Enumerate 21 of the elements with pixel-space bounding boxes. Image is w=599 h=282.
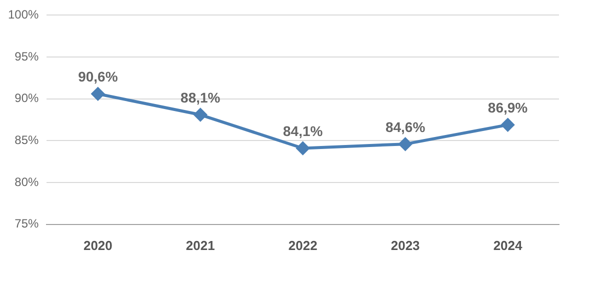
point	[296, 142, 310, 155]
point	[91, 87, 104, 100]
x-tick-label: 2022	[288, 238, 318, 253]
x-tick-label: 2024	[493, 238, 523, 253]
y-tick-label: 95%	[14, 49, 40, 64]
data-label: 86,9%	[488, 100, 528, 116]
point	[398, 138, 412, 151]
y-tick-label: 90%	[14, 91, 40, 106]
y-tick-label: 100%	[8, 8, 40, 22]
data-label: 84,6%	[385, 118, 426, 135]
y-tick-label: 80%	[14, 174, 40, 189]
data-label: 90,6%	[78, 68, 118, 85]
x-tick-label: 2021	[186, 238, 215, 253]
data-label: 88,1%	[180, 90, 221, 106]
point	[501, 118, 514, 132]
x-tick-label: 2023	[390, 238, 420, 253]
x-tick-label: 2020	[83, 238, 112, 253]
data-label: 84,1%	[282, 123, 324, 140]
y-tick-label: 75%	[14, 216, 40, 231]
y-tick-label: 85%	[14, 133, 40, 148]
point	[194, 108, 207, 122]
